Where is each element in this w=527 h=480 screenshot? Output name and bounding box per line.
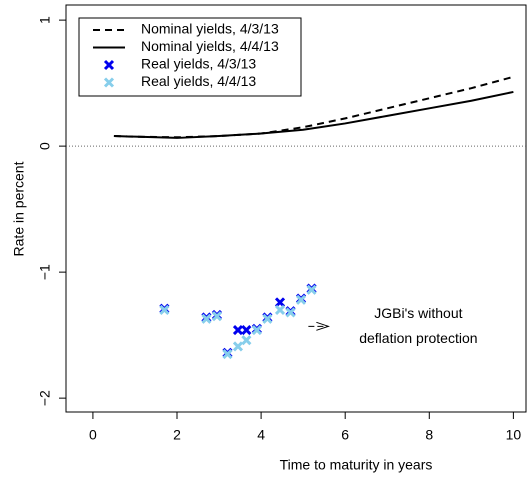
y-tick-label: −1 [37, 264, 53, 280]
y-axis-label: Rate in percent [11, 161, 27, 256]
plot-box [65, 4, 527, 413]
cross-stroke [285, 307, 296, 318]
y-tick-label: −2 [37, 390, 53, 406]
cross-stroke [232, 325, 244, 336]
data-point [201, 313, 212, 324]
cross-stroke [232, 341, 244, 352]
annotation-arrowhead [316, 321, 330, 331]
data-point [222, 348, 233, 360]
data-point [262, 313, 273, 324]
legend-box [78, 17, 302, 97]
legend-label: Nominal yields, 4/3/13 [141, 21, 279, 37]
data-point [232, 341, 244, 352]
cross-stroke [103, 77, 115, 88]
y-tick-label: 0 [37, 142, 53, 150]
cross-stroke [262, 313, 273, 324]
data-point [274, 297, 286, 308]
data-point [306, 284, 317, 295]
data-point [241, 325, 252, 336]
data-point [211, 311, 223, 322]
cross-stroke [241, 335, 252, 346]
x-tick-label: 2 [173, 427, 181, 443]
legend-label: Nominal yields, 4/4/13 [141, 38, 279, 54]
y-tick-label: 1 [37, 16, 53, 24]
data-point [251, 325, 262, 336]
legend-marker [103, 77, 115, 88]
data-point [241, 335, 252, 346]
data-point [274, 304, 286, 315]
legend-label: Real yields, 4/4/13 [141, 73, 256, 89]
cross-stroke [295, 294, 307, 305]
cross-stroke [211, 311, 223, 322]
cross-stroke [159, 304, 170, 315]
x-tick-label: 10 [506, 427, 522, 443]
cross-stroke [251, 325, 262, 336]
x-tick-label: 8 [425, 427, 433, 443]
cross-stroke [103, 59, 115, 71]
x-tick-label: 6 [341, 427, 349, 443]
legend-marker [103, 59, 115, 71]
data-point [159, 304, 170, 315]
data-point [285, 307, 296, 318]
x-tick-label: 4 [257, 427, 265, 443]
x-axis-label: Time to maturity in years [280, 457, 433, 473]
cross-stroke [274, 304, 286, 315]
series-line [113, 90, 514, 139]
annotation-text: deflation protection [359, 330, 477, 346]
cross-stroke [222, 348, 233, 360]
annotation-text: JGBi's without [374, 305, 462, 321]
cross-stroke [274, 297, 286, 308]
cross-stroke [201, 313, 212, 324]
data-point [295, 294, 307, 305]
legend-label: Real yields, 4/3/13 [141, 56, 256, 72]
cross-stroke [241, 325, 252, 336]
x-tick-label: 0 [89, 427, 97, 443]
data-point [232, 325, 244, 336]
cross-stroke [306, 284, 317, 295]
